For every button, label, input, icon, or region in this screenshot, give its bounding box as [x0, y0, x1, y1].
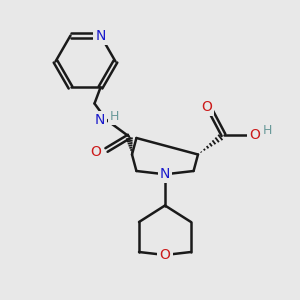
Text: N: N [95, 28, 106, 43]
Text: O: O [160, 248, 170, 262]
Text: O: O [249, 128, 260, 142]
Text: H: H [110, 110, 120, 124]
Text: H: H [262, 124, 272, 137]
Text: N: N [160, 167, 170, 181]
Text: O: O [90, 145, 101, 158]
Text: O: O [201, 100, 212, 113]
Text: N: N [94, 113, 105, 127]
